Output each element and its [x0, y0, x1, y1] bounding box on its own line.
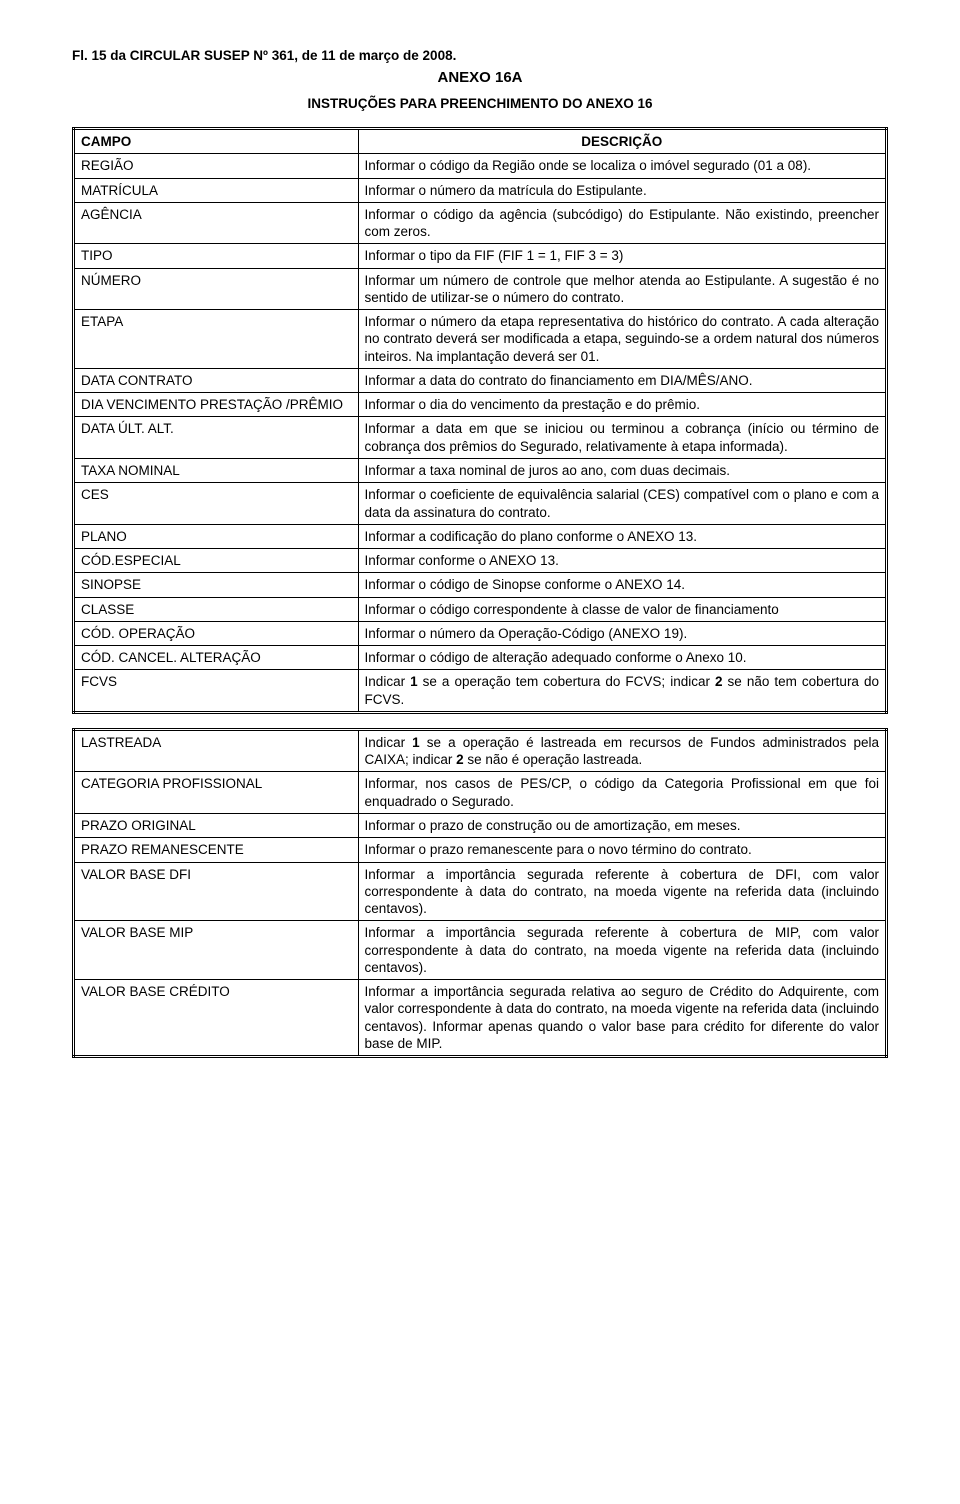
table-row: CÓD.ESPECIALInformar conforme o ANEXO 13… — [74, 549, 887, 573]
descricao-cell: Informar o número da etapa representativ… — [358, 310, 886, 369]
descricao-cell: Informar a importância segurada referent… — [358, 921, 886, 980]
campo-cell: DIA VENCIMENTO PRESTAÇÃO /PRÊMIO — [74, 393, 359, 417]
table-row: DATA ÚLT. ALT.Informar a data em que se … — [74, 417, 887, 459]
campo-cell: TIPO — [74, 244, 359, 268]
table-row: CÓD. CANCEL. ALTERAÇÃOInformar o código … — [74, 646, 887, 670]
campo-cell: MATRÍCULA — [74, 178, 359, 202]
instructions-table-2: LASTREADAIndicar 1 se a operação é lastr… — [72, 728, 888, 1058]
table-row: NÚMEROInformar um número de controle que… — [74, 268, 887, 310]
table-row: DATA CONTRATOInformar a data do contrato… — [74, 368, 887, 392]
campo-cell: VALOR BASE CRÉDITO — [74, 980, 359, 1057]
table-row: FCVSIndicar 1 se a operação tem cobertur… — [74, 670, 887, 713]
campo-cell: VALOR BASE MIP — [74, 921, 359, 980]
campo-cell: NÚMERO — [74, 268, 359, 310]
descricao-cell: Informar o dia do vencimento da prestaçã… — [358, 393, 886, 417]
table-row: REGIÃOInformar o código da Região onde s… — [74, 154, 887, 178]
table-row: VALOR BASE MIPInformar a importância seg… — [74, 921, 887, 980]
campo-cell: TAXA NOMINAL — [74, 458, 359, 482]
page-header: Fl. 15 da CIRCULAR SUSEP Nº 361, de 11 d… — [72, 48, 888, 63]
table-row: PRAZO ORIGINALInformar o prazo de constr… — [74, 813, 887, 837]
descricao-cell: Informar o número da matrícula do Estipu… — [358, 178, 886, 202]
table-row: CATEGORIA PROFISSIONALInformar, nos caso… — [74, 772, 887, 814]
descricao-cell: Informar um número de controle que melho… — [358, 268, 886, 310]
table-row: PLANOInformar a codificação do plano con… — [74, 524, 887, 548]
descricao-cell: Informar o tipo da FIF (FIF 1 = 1, FIF 3… — [358, 244, 886, 268]
table-row: AGÊNCIAInformar o código da agência (sub… — [74, 202, 887, 244]
table-row: TAXA NOMINALInformar a taxa nominal de j… — [74, 458, 887, 482]
descricao-cell: Informar a data do contrato do financiam… — [358, 368, 886, 392]
descricao-cell: Informar a importância segurada relativa… — [358, 980, 886, 1057]
campo-cell: PRAZO REMANESCENTE — [74, 838, 359, 862]
table-row: SINOPSEInformar o código de Sinopse conf… — [74, 573, 887, 597]
table-row: DIA VENCIMENTO PRESTAÇÃO /PRÊMIOInformar… — [74, 393, 887, 417]
campo-cell: DATA CONTRATO — [74, 368, 359, 392]
descricao-cell: Informar o código de Sinopse conforme o … — [358, 573, 886, 597]
descricao-cell: Informar o prazo remanescente para o nov… — [358, 838, 886, 862]
descricao-cell: Informar a importância segurada referent… — [358, 862, 886, 921]
descricao-cell: Informar a data em que se iniciou ou ter… — [358, 417, 886, 459]
table-row: PRAZO REMANESCENTEInformar o prazo reman… — [74, 838, 887, 862]
campo-cell: DATA ÚLT. ALT. — [74, 417, 359, 459]
campo-cell: PRAZO ORIGINAL — [74, 813, 359, 837]
table-row: VALOR BASE DFIInformar a importância seg… — [74, 862, 887, 921]
descricao-cell: Indicar 1 se a operação tem cobertura do… — [358, 670, 886, 713]
descricao-cell: Informar, nos casos de PES/CP, o código … — [358, 772, 886, 814]
campo-cell: CÓD. CANCEL. ALTERAÇÃO — [74, 646, 359, 670]
campo-cell: AGÊNCIA — [74, 202, 359, 244]
descricao-cell: Informar a taxa nominal de juros ao ano,… — [358, 458, 886, 482]
campo-cell: ETAPA — [74, 310, 359, 369]
campo-cell: CÓD.ESPECIAL — [74, 549, 359, 573]
campo-cell: VALOR BASE DFI — [74, 862, 359, 921]
table-row: VALOR BASE CRÉDITOInformar a importância… — [74, 980, 887, 1057]
descricao-cell: Informar o coeficiente de equivalência s… — [358, 483, 886, 525]
table-row: TIPOInformar o tipo da FIF (FIF 1 = 1, F… — [74, 244, 887, 268]
descricao-cell: Informar o número da Operação-Código (AN… — [358, 621, 886, 645]
campo-cell: SINOPSE — [74, 573, 359, 597]
descricao-cell: Indicar 1 se a operação é lastreada em r… — [358, 729, 886, 772]
descricao-cell: Informar o prazo de construção ou de amo… — [358, 813, 886, 837]
campo-cell: CLASSE — [74, 597, 359, 621]
table-row: CESInformar o coeficiente de equivalênci… — [74, 483, 887, 525]
campo-cell: CES — [74, 483, 359, 525]
campo-cell: REGIÃO — [74, 154, 359, 178]
descricao-cell: Informar o código da agência (subcódigo)… — [358, 202, 886, 244]
table-row: CÓD. OPERAÇÃOInformar o número da Operaç… — [74, 621, 887, 645]
campo-cell: FCVS — [74, 670, 359, 713]
campo-cell: PLANO — [74, 524, 359, 548]
campo-cell: CATEGORIA PROFISSIONAL — [74, 772, 359, 814]
instructions-subtitle: INSTRUÇÕES PARA PREENCHIMENTO DO ANEXO 1… — [72, 96, 888, 111]
instructions-table-1: CAMPO DESCRIÇÃO REGIÃOInformar o código … — [72, 127, 888, 714]
table-row: CLASSEInformar o código correspondente à… — [74, 597, 887, 621]
campo-cell: LASTREADA — [74, 729, 359, 772]
descricao-cell: Informar conforme o ANEXO 13. — [358, 549, 886, 573]
col-header-campo: CAMPO — [74, 129, 359, 154]
descricao-cell: Informar o código de alteração adequado … — [358, 646, 886, 670]
table-row: ETAPAInformar o número da etapa represen… — [74, 310, 887, 369]
anexo-title: ANEXO 16A — [72, 69, 888, 86]
col-header-descricao: DESCRIÇÃO — [358, 129, 886, 154]
descricao-cell: Informar a codificação do plano conforme… — [358, 524, 886, 548]
table-row: MATRÍCULAInformar o número da matrícula … — [74, 178, 887, 202]
table-row: LASTREADAIndicar 1 se a operação é lastr… — [74, 729, 887, 772]
descricao-cell: Informar o código da Região onde se loca… — [358, 154, 886, 178]
table-header-row: CAMPO DESCRIÇÃO — [74, 129, 887, 154]
campo-cell: CÓD. OPERAÇÃO — [74, 621, 359, 645]
descricao-cell: Informar o código correspondente à class… — [358, 597, 886, 621]
